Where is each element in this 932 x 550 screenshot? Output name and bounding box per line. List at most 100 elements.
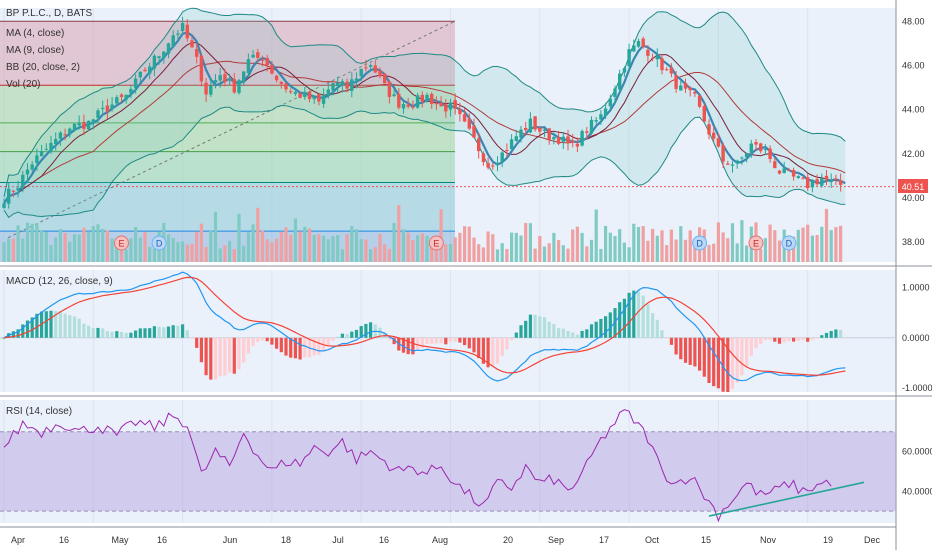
candle-body xyxy=(754,142,758,145)
ma4-legend[interactable]: MA (4, close) xyxy=(6,28,64,39)
candle-body xyxy=(749,143,753,153)
volume-bar xyxy=(510,232,514,262)
candle-body xyxy=(82,121,86,129)
volume-bar xyxy=(688,230,692,262)
candle-body xyxy=(180,23,185,31)
macd-histogram-bar xyxy=(740,337,744,376)
volume-bar xyxy=(594,209,598,262)
macd-histogram-bar xyxy=(246,337,250,354)
volume-bar xyxy=(30,223,34,262)
rsi-panel xyxy=(0,409,896,523)
candle-body xyxy=(509,139,514,150)
candle-body xyxy=(336,82,340,86)
candle-body xyxy=(434,103,439,105)
macd-histogram-bar xyxy=(124,332,128,338)
rsi-legend[interactable]: RSI (14, close) xyxy=(6,406,72,417)
volume-bar xyxy=(246,232,250,262)
macd-histogram-bar xyxy=(129,332,133,338)
candle-body xyxy=(129,88,133,94)
bb-legend[interactable]: BB (20, close, 2) xyxy=(6,62,80,73)
volume-bar xyxy=(115,241,119,262)
volume-bar xyxy=(354,229,359,262)
volume-bar xyxy=(322,235,326,262)
volume-bar xyxy=(810,235,814,262)
candle-body xyxy=(472,126,476,138)
macd-histogram-bar xyxy=(44,311,48,338)
candle-body xyxy=(242,71,246,83)
macd-histogram-bar xyxy=(444,337,448,345)
volume-bar xyxy=(434,249,438,262)
macd-histogram-bar xyxy=(54,311,58,338)
candle-body xyxy=(533,116,537,130)
candle-body xyxy=(585,131,589,133)
volume-bar xyxy=(651,228,655,262)
candle-body xyxy=(650,57,655,59)
volume-bar xyxy=(411,239,415,262)
earnings-marker xyxy=(428,235,444,251)
macd-histogram-bar xyxy=(679,337,683,360)
candle-body xyxy=(16,187,20,191)
macd-histogram-bar xyxy=(491,337,495,367)
candle-body xyxy=(613,88,617,97)
macd-histogram-bar xyxy=(571,332,575,338)
macd-histogram-bar xyxy=(641,295,645,338)
candle-body xyxy=(401,104,406,109)
candle-body xyxy=(406,104,410,107)
candle-body xyxy=(58,132,63,139)
candle-body xyxy=(500,152,504,162)
macd-histogram-bar xyxy=(134,330,138,338)
macd-histogram-bar xyxy=(580,330,584,338)
macd-histogram-bar xyxy=(486,337,490,368)
candle-body xyxy=(72,123,77,130)
candle-body xyxy=(195,49,199,57)
candle-body xyxy=(119,94,124,98)
macd-histogram-bar xyxy=(392,337,396,345)
volume-bar xyxy=(21,238,25,262)
price-tick-label: 40.00 xyxy=(902,193,925,203)
candle-body xyxy=(697,95,702,107)
macd-histogram-bar xyxy=(547,321,551,338)
macd-histogram-bar xyxy=(96,327,100,338)
candle-body xyxy=(462,114,467,122)
volume-bar xyxy=(745,245,749,262)
volume-bar xyxy=(58,229,62,262)
macd-histogram-bar xyxy=(575,334,579,338)
candle-body xyxy=(707,124,711,135)
moving-averages xyxy=(3,31,846,205)
volume-bar xyxy=(373,247,377,262)
volume-bar xyxy=(463,226,467,262)
candle-body xyxy=(307,91,312,100)
candle-body xyxy=(279,81,283,84)
volume-bar xyxy=(763,238,767,262)
volume-bar xyxy=(829,230,833,262)
macd-histogram-bar xyxy=(745,337,749,367)
candle-body xyxy=(321,94,326,104)
ma9-legend[interactable]: MA (9, close) xyxy=(6,45,64,56)
volume-bar xyxy=(387,248,391,262)
volume-bar xyxy=(237,213,241,262)
volume-bar xyxy=(679,226,683,262)
candle-body xyxy=(575,143,580,147)
macd-legend[interactable]: MACD (12, 26, close, 9) xyxy=(6,276,113,287)
candle-body xyxy=(683,83,688,89)
volume-bar xyxy=(575,226,579,262)
macd-histogram-bar xyxy=(599,318,603,338)
macd-histogram-bar xyxy=(58,311,62,338)
volume-bar xyxy=(326,239,330,262)
time-tick-label: Jun xyxy=(223,535,238,545)
macd-histogram-bar xyxy=(585,329,589,338)
volume-bar xyxy=(801,227,805,262)
symbol-label[interactable]: BP P.L.C., D, BATS xyxy=(6,8,92,19)
candle-body xyxy=(350,79,354,91)
candle-body xyxy=(30,164,34,170)
macd-histogram-bar xyxy=(256,337,260,343)
bb-basis-line xyxy=(3,60,846,204)
vol-legend[interactable]: Vol (20) xyxy=(6,79,40,90)
macd-histogram-bar xyxy=(101,328,105,338)
candle-body xyxy=(359,68,363,77)
volume-bar xyxy=(181,241,185,262)
candle-body xyxy=(39,150,44,157)
candle-body xyxy=(162,51,166,59)
macd-histogram-bar xyxy=(213,337,218,380)
volume-bars xyxy=(2,205,843,262)
